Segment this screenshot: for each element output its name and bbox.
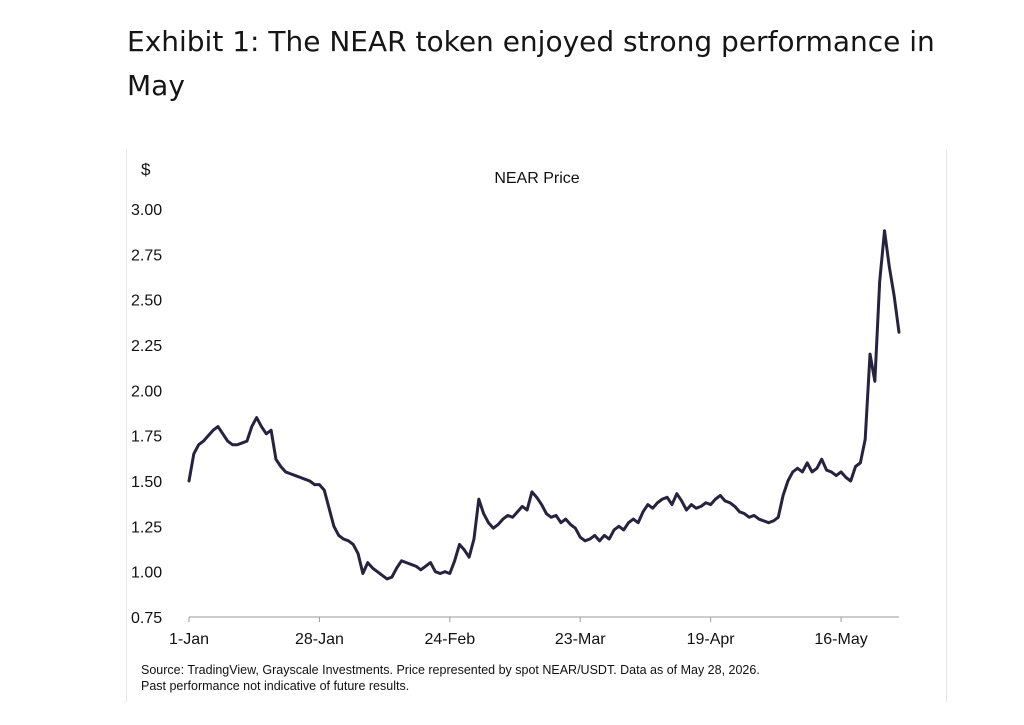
y-tick-label: 1.50	[131, 474, 162, 491]
y-tick-label: 2.00	[131, 383, 162, 400]
y-tick-label: 2.50	[131, 293, 162, 310]
series-group	[187, 229, 901, 581]
price-line-chart: NEAR Price $ 0.75 1.00 1.25 1.50 1.75 2.00 2.2…	[131, 160, 901, 648]
y-tick-label: 1.75	[131, 429, 162, 446]
y-tick-label: 3.00	[131, 202, 162, 219]
x-tick-label: 19-Apr	[687, 631, 736, 648]
x-axis-ticks: 1-Jan 28-Jan 24-Feb 23-Mar 19-Apr 16-May	[169, 617, 868, 648]
y-tick-label: 0.75	[131, 610, 162, 627]
y-tick-label: 2.75	[131, 247, 162, 264]
y-axis-unit-label: $	[141, 160, 151, 179]
y-tick-label: 1.25	[131, 519, 162, 536]
x-tick-label: 24-Feb	[424, 631, 475, 648]
y-tick-label: 1.00	[131, 565, 162, 582]
disclaimer-line: Past performance not indicative of futur…	[141, 679, 410, 693]
x-tick-label: 28-Jan	[295, 631, 344, 648]
y-axis-ticks: 0.75 1.00 1.25 1.50 1.75 2.00 2.25 2.50 2.75 3.00	[131, 202, 162, 627]
near-price-line	[187, 229, 901, 581]
chart-panel: NEAR Price $ 0.75 1.00 1.25 1.50 1.75 2.00 2.2…	[126, 150, 947, 702]
chart-title: NEAR Price	[494, 170, 579, 187]
source-note: Source: TradingView, Grayscale Investmen…	[141, 662, 921, 694]
exhibit-title: Exhibit 1: The NEAR token enjoyed strong…	[127, 25, 935, 102]
y-tick-label: 2.25	[131, 338, 162, 355]
x-tick-label: 16-May	[814, 631, 867, 648]
source-line: Source: TradingView, Grayscale Investmen…	[141, 663, 760, 677]
x-tick-label: 23-Mar	[555, 631, 606, 648]
x-tick-label: 1-Jan	[169, 631, 209, 648]
